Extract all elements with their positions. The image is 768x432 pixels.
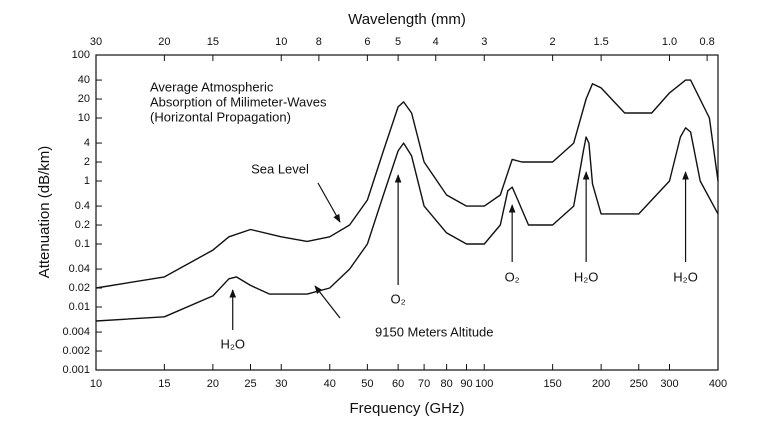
series-label: Sea Level [251, 161, 309, 176]
x-tick-label: 25 [244, 378, 256, 390]
y-tick-label: 40 [78, 74, 90, 86]
data-line [95, 79, 719, 289]
x2-tick-label: 1.0 [662, 36, 677, 48]
x2-tick-label: 20 [158, 36, 170, 48]
x2-tick-label: 3 [481, 36, 487, 48]
x-tick-label: 30 [275, 378, 287, 390]
x2-tick-label: 4 [433, 36, 439, 48]
annotation: O₂ [505, 269, 520, 284]
x2-tick-label: 5 [395, 36, 401, 48]
data-line [95, 127, 719, 322]
x-tick-label: 200 [592, 378, 610, 390]
y-tick-label: 1 [84, 175, 90, 187]
x-tick-label: 15 [158, 378, 170, 390]
annotation: H₂O [220, 336, 245, 351]
series-label: 9150 Meters Altitude [375, 324, 494, 339]
x-axis-title: Frequency (GHz) [349, 400, 464, 417]
x2-tick-label: 6 [364, 36, 370, 48]
annotation: O₂ [391, 291, 406, 306]
y-tick-label: 0.004 [62, 326, 90, 338]
annotation: H₂O [673, 269, 698, 284]
y-tick-label: 0.001 [62, 364, 90, 376]
x-tick-label: 50 [361, 378, 373, 390]
x2-tick-label: 8 [316, 36, 322, 48]
y-tick-label: 0.4 [75, 200, 90, 212]
y-tick-label: 0.1 [75, 238, 90, 250]
x2-axis-title: Wavelength (mm) [348, 11, 466, 28]
chart-title: Average Atmospheric [150, 79, 274, 94]
x-tick-label: 60 [392, 378, 404, 390]
x-tick-label: 20 [207, 378, 219, 390]
x-tick-label: 10 [90, 378, 102, 390]
x2-tick-label: 2 [550, 36, 556, 48]
y-tick-label: 20 [78, 93, 90, 105]
x-tick-label: 80 [440, 378, 452, 390]
y-tick-label: 0.01 [69, 301, 90, 313]
x-tick-label: 250 [630, 378, 648, 390]
annotation: H₂O [574, 269, 599, 284]
x2-tick-label: 0.8 [699, 36, 714, 48]
x-tick-label: 400 [709, 378, 727, 390]
x-tick-label: 100 [475, 378, 493, 390]
y-tick-label: 10 [78, 112, 90, 124]
x-tick-label: 40 [324, 378, 336, 390]
x-tick-label: 300 [660, 378, 678, 390]
y-tick-label: 0.02 [69, 282, 90, 294]
callout-arrow [317, 182, 341, 223]
y-tick-label: 0.2 [75, 219, 90, 231]
x2-tick-label: 1.5 [593, 36, 608, 48]
y-tick-label: 4 [84, 137, 90, 149]
x-tick-label: 150 [543, 378, 561, 390]
callout-arrow [314, 285, 341, 319]
x-tick-label: 90 [460, 378, 472, 390]
x-tick-label: 70 [418, 378, 430, 390]
x2-tick-label: 15 [207, 36, 219, 48]
y-tick-label: 0.002 [62, 345, 90, 357]
x2-tick-label: 30 [90, 36, 102, 48]
chart-title: Absorption of Milimeter-Waves [150, 94, 327, 109]
x2-tick-label: 10 [275, 36, 287, 48]
y-axis-title: Attenuation (dB/km) [36, 146, 53, 279]
y-tick-label: 100 [72, 49, 90, 61]
y-tick-label: 2 [84, 156, 90, 168]
chart-title: (Horizontal Propagation) [150, 109, 291, 124]
y-tick-label: 0.04 [69, 263, 90, 275]
